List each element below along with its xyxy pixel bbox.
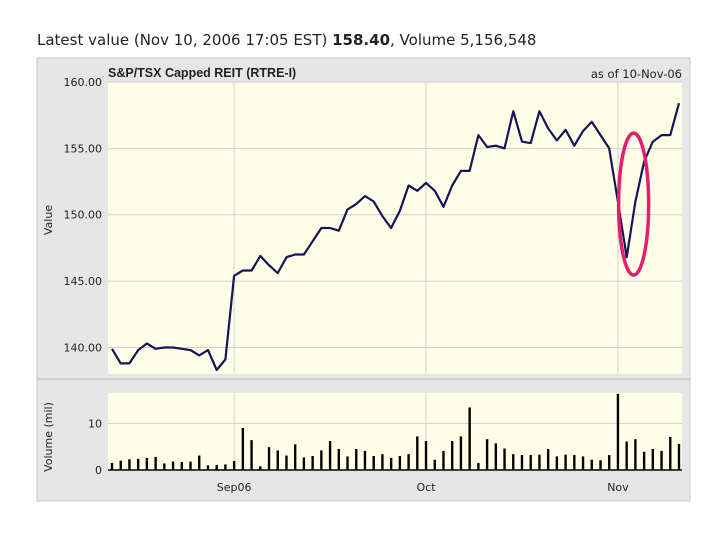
volume-bars xyxy=(108,393,682,471)
volume-bar xyxy=(363,450,367,470)
volume-bar xyxy=(224,464,227,470)
as-of-date: as of 10-Nov-06 xyxy=(591,67,682,81)
volume-bar xyxy=(608,455,611,470)
volume-bar xyxy=(451,441,454,470)
volume-bar xyxy=(180,462,183,470)
volume-bar xyxy=(267,447,271,470)
volume-bar xyxy=(110,463,114,470)
price-gridlines xyxy=(108,81,682,374)
volume-bar xyxy=(163,463,166,470)
volume-bar xyxy=(189,461,192,470)
volume-bar xyxy=(660,450,663,470)
volume-bar xyxy=(616,393,620,470)
price-y-axis: 140.00 145.00 150.00 155.00 160.00 xyxy=(64,76,103,354)
volume-bar xyxy=(512,454,515,470)
volume-bar xyxy=(503,448,506,470)
volume-bar xyxy=(625,441,628,470)
latest-value-label: Latest value (Nov 10, 2006 17:05 EST) xyxy=(37,31,328,49)
volume-bar xyxy=(529,455,532,470)
volume-bar xyxy=(232,461,236,470)
price-y-tick-label: 150.00 xyxy=(64,209,103,222)
volume-bar xyxy=(581,456,585,470)
volume-bar xyxy=(407,454,410,470)
volume-bar xyxy=(651,449,655,470)
volume-x-tick-label: Oct xyxy=(417,481,437,494)
volume-bar xyxy=(293,444,297,470)
volume-bar xyxy=(320,450,323,470)
volume-bar xyxy=(128,459,131,470)
volume-bar xyxy=(276,450,279,470)
volume-bar xyxy=(302,457,306,470)
price-plot-area xyxy=(108,82,682,374)
volume-plot-area xyxy=(108,393,682,470)
volume-bar xyxy=(520,455,524,470)
volume-bar xyxy=(311,456,314,470)
volume-bar xyxy=(206,465,210,470)
volume-y-axis-label: Volume (mil) xyxy=(42,402,55,472)
volume-y-tick-label: 10 xyxy=(88,417,102,430)
price-y-axis-label: Value xyxy=(42,205,55,235)
volume-bar xyxy=(171,461,175,470)
volume-bar xyxy=(346,456,349,470)
volume-bar xyxy=(634,439,637,470)
highlight-oval xyxy=(616,131,651,277)
volume-bar xyxy=(372,456,375,470)
volume-bar xyxy=(250,440,253,470)
volume-bar xyxy=(590,459,593,470)
volume-number: 5,156,548 xyxy=(460,31,537,49)
volume-bar xyxy=(136,458,140,470)
latest-value-headline: Latest value (Nov 10, 2006 17:05 EST) 15… xyxy=(37,31,536,49)
volume-bar xyxy=(337,449,340,470)
volume-bar xyxy=(285,455,288,470)
volume-bar xyxy=(241,428,245,470)
volume-bar xyxy=(468,407,471,470)
price-y-tick-label: 140.00 xyxy=(64,341,103,354)
volume-bar xyxy=(355,449,358,470)
volume-bar xyxy=(459,436,463,470)
volume-bar xyxy=(573,455,576,470)
volume-y-tick-label: 0 xyxy=(95,464,102,477)
volume-bar xyxy=(677,443,681,470)
volume-bar xyxy=(424,441,428,470)
price-y-tick-label: 155.00 xyxy=(64,142,103,155)
volume-x-axis: Sep06 Oct Nov xyxy=(217,481,629,494)
volume-bar xyxy=(389,457,393,470)
volume-bar xyxy=(398,456,402,470)
volume-bar xyxy=(555,456,559,470)
volume-y-axis: 0 10 xyxy=(88,417,102,477)
price-y-tick-label: 160.00 xyxy=(64,76,103,89)
volume-bar xyxy=(381,454,384,470)
volume-bar xyxy=(669,436,672,470)
volume-x-tick-label: Sep06 xyxy=(217,481,252,494)
price-series-line xyxy=(111,102,681,372)
panel-divider xyxy=(37,378,690,380)
volume-bar xyxy=(154,456,157,470)
volume-bar xyxy=(442,450,445,470)
volume-bar xyxy=(145,457,149,470)
volume-bar xyxy=(416,436,419,470)
volume-bar xyxy=(538,454,541,470)
volume-bar xyxy=(259,466,262,470)
volume-bar xyxy=(564,454,567,470)
volume-bar xyxy=(494,443,498,470)
latest-value-number: 158.40 xyxy=(332,31,391,49)
volume-bar xyxy=(215,464,218,470)
volume-bar xyxy=(477,463,480,470)
volume-bar xyxy=(642,451,646,470)
volume-bar xyxy=(119,460,122,470)
volume-bar xyxy=(546,449,550,470)
volume-bar xyxy=(485,439,489,470)
volume-bar xyxy=(198,455,201,470)
volume-bar xyxy=(599,460,602,470)
volume-bar xyxy=(328,441,332,470)
volume-x-tick-label: Nov xyxy=(607,481,629,494)
volume-bar xyxy=(433,459,436,470)
chart-title: S&P/TSX Capped REIT (RTRE-I) xyxy=(108,66,296,80)
price-y-tick-label: 145.00 xyxy=(64,275,103,288)
volume-label: , Volume xyxy=(390,31,456,49)
